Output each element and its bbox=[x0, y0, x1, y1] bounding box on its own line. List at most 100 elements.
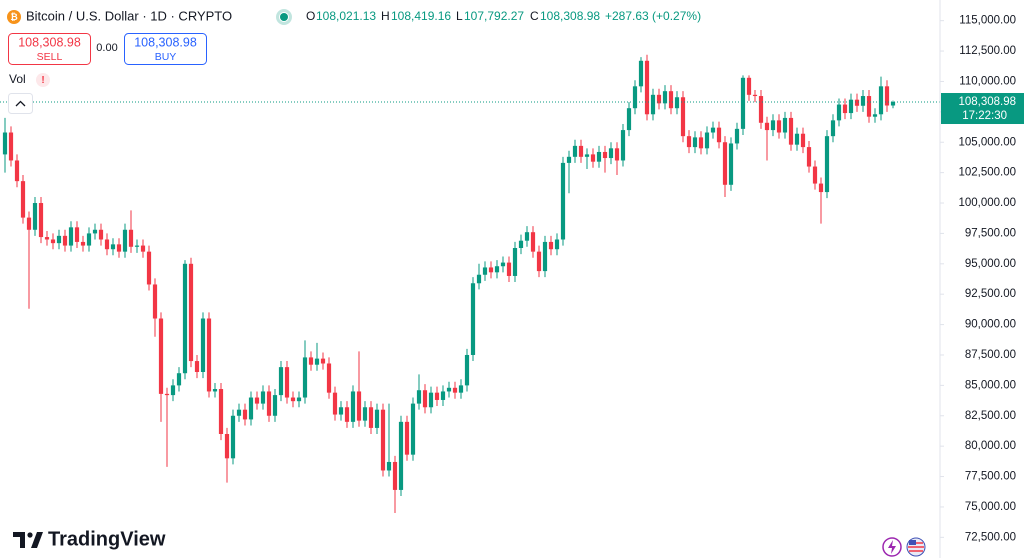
buy-button[interactable] bbox=[124, 33, 207, 65]
candle-body bbox=[512, 248, 518, 276]
candle-body bbox=[284, 367, 290, 398]
candle-body bbox=[734, 128, 740, 144]
candle-body bbox=[74, 227, 80, 242]
candle-body bbox=[104, 239, 110, 250]
candle-body bbox=[710, 127, 716, 133]
candle-body bbox=[278, 367, 284, 396]
candle-body bbox=[338, 407, 344, 415]
candle-body bbox=[56, 235, 62, 244]
candle-body bbox=[632, 86, 638, 109]
candle-body bbox=[644, 60, 650, 115]
candle-body bbox=[566, 156, 572, 163]
candle-body bbox=[32, 203, 38, 230]
candle-body bbox=[650, 94, 656, 115]
candle-body bbox=[614, 148, 620, 161]
candle-body bbox=[20, 181, 26, 218]
plot-area bbox=[0, 54, 940, 514]
buy-price[interactable]: 108,308.98 bbox=[134, 35, 197, 49]
candle-body bbox=[746, 77, 752, 95]
candle-body bbox=[452, 387, 458, 393]
sell-button[interactable] bbox=[8, 33, 91, 65]
candle-body bbox=[548, 241, 554, 250]
logo-shape bbox=[13, 532, 25, 548]
candle-body bbox=[752, 94, 758, 97]
candle-body bbox=[362, 407, 368, 421]
candle-body bbox=[686, 136, 692, 148]
candle-body bbox=[500, 262, 506, 267]
collapse-button[interactable] bbox=[8, 93, 33, 114]
candle-body bbox=[188, 263, 194, 362]
candle-body bbox=[776, 120, 782, 133]
candle-body bbox=[542, 241, 548, 272]
y-tick-label: 87,500.00 bbox=[965, 349, 1016, 361]
candle-body bbox=[224, 434, 230, 459]
candle-body bbox=[788, 117, 794, 145]
sell-label[interactable]: SELL bbox=[37, 51, 63, 63]
brand-logo[interactable] bbox=[13, 532, 43, 548]
candle-body bbox=[800, 133, 806, 148]
warning-glyph: ! bbox=[41, 75, 44, 86]
symbol-title[interactable]: Bitcoin / U.S. Dollar · 1D · CRYPTO bbox=[26, 8, 232, 23]
candle-body bbox=[476, 274, 482, 284]
candle-body bbox=[830, 120, 836, 137]
candle-body bbox=[14, 160, 20, 182]
candle-body bbox=[842, 104, 848, 114]
candle-body bbox=[620, 130, 626, 161]
candle-body bbox=[164, 393, 170, 396]
brand-name[interactable]: TradingView bbox=[48, 528, 166, 550]
warning-icon[interactable] bbox=[36, 73, 50, 87]
candle-body bbox=[494, 266, 500, 273]
candle-body bbox=[854, 99, 860, 106]
market-status bbox=[280, 13, 288, 21]
candle-body bbox=[134, 245, 140, 247]
candle-body bbox=[44, 237, 50, 240]
candle-body bbox=[230, 415, 236, 459]
candle-body bbox=[722, 142, 728, 185]
candle-body bbox=[176, 373, 182, 386]
candle-body bbox=[740, 77, 746, 129]
logo-shape bbox=[27, 532, 33, 538]
coin-icon bbox=[7, 10, 21, 24]
candle-body bbox=[524, 232, 530, 241]
candle-body bbox=[482, 267, 488, 275]
candle-body bbox=[866, 96, 872, 117]
candle-body bbox=[530, 232, 536, 252]
candle-body bbox=[410, 403, 416, 455]
ohlc-value: 108,021.13 bbox=[316, 9, 376, 23]
candle-body bbox=[200, 318, 206, 372]
ohlc-label: H bbox=[381, 9, 390, 23]
y-tick-label: 110,000.00 bbox=[959, 75, 1016, 87]
sell-price[interactable]: 108,308.98 bbox=[18, 35, 81, 49]
candle-body bbox=[812, 166, 818, 184]
ohlc-label: L bbox=[456, 9, 463, 23]
candle-body bbox=[794, 133, 800, 145]
candle-body bbox=[158, 318, 164, 394]
volume-label[interactable]: Vol bbox=[9, 72, 26, 86]
buy-label[interactable]: BUY bbox=[155, 51, 177, 63]
candle-body bbox=[572, 145, 578, 157]
candle-body bbox=[68, 227, 74, 246]
candle-body bbox=[584, 154, 590, 157]
candle-body bbox=[170, 385, 176, 396]
candle-body bbox=[194, 361, 200, 372]
candle-body bbox=[560, 162, 566, 240]
candle-body bbox=[182, 263, 188, 374]
candle-body bbox=[470, 283, 476, 355]
candle-body bbox=[890, 102, 896, 106]
candle-body bbox=[92, 229, 98, 234]
candle-body bbox=[308, 357, 314, 365]
candle-body bbox=[848, 99, 854, 114]
candle-body bbox=[236, 409, 242, 416]
candle-body bbox=[350, 391, 356, 422]
candle-body bbox=[536, 251, 542, 272]
candle-body bbox=[704, 132, 710, 149]
last-price-label: 108,308.98 bbox=[958, 96, 1016, 108]
candle-body bbox=[884, 86, 890, 106]
ohlc-label: C bbox=[530, 9, 539, 23]
lightning-glyph bbox=[888, 540, 896, 554]
candle-body bbox=[122, 229, 128, 252]
candle-body bbox=[860, 96, 866, 106]
candle-body bbox=[596, 151, 602, 162]
candle-body bbox=[668, 91, 674, 109]
